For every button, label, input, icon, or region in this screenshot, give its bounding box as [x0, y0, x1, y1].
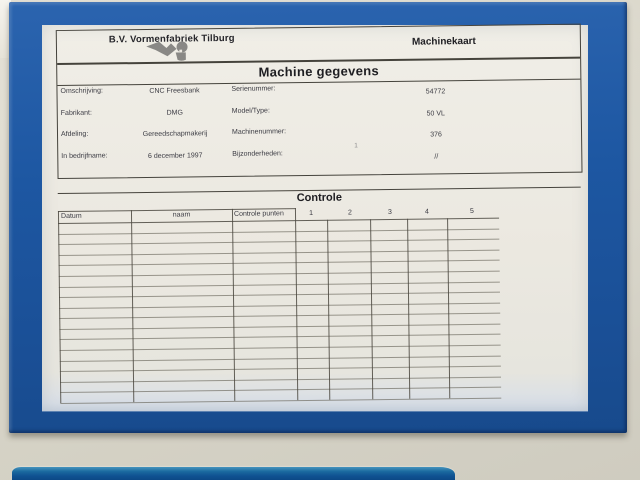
field-value: //: [434, 153, 439, 161]
table-gridline: [60, 387, 502, 394]
wall-highlight: [0, 0, 11, 58]
field-label: Serienummer:: [231, 85, 276, 93]
column-header-2: 2: [348, 209, 352, 217]
table-gridline: [59, 355, 501, 362]
table-gridline: [59, 365, 501, 373]
field-label: Afdeling:: [60, 130, 89, 139]
table-gridline: [231, 208, 234, 221]
field-label: Fabrikant:: [60, 109, 92, 118]
table-gridline: [58, 223, 62, 404]
field-label: Model/Type:: [231, 107, 270, 115]
card-title: Machinekaart: [411, 35, 476, 48]
field-label: Machinenummer:: [231, 128, 287, 136]
company-logo-icon: [146, 41, 188, 61]
table-gridline: [60, 397, 502, 405]
table-gridline: [58, 249, 500, 256]
table-gridline: [232, 220, 236, 401]
table-gridline: [59, 344, 501, 352]
column-header-1: 1: [309, 209, 313, 217]
table-gridline: [58, 228, 500, 235]
table-gridline: [58, 270, 500, 277]
table-gridline: [58, 281, 500, 288]
table-gridline: [59, 291, 500, 299]
field-value: 50 VL: [426, 110, 445, 118]
field-value: 376: [430, 131, 442, 139]
table-gridline: [295, 220, 299, 401]
machine-data-box: B.V. Vormenfabriek Tilburg Machinekaart …: [55, 23, 583, 180]
column-header-controle-punten: Controle punten: [233, 210, 284, 218]
machine-card-document: B.V. Vormenfabriek Tilburg Machinekaart …: [40, 19, 591, 412]
table-gridline: [58, 217, 500, 225]
table-gridline: [131, 222, 135, 403]
field-label: Bijzonderheden:: [232, 150, 283, 158]
machine-card-paper: B.V. Vormenfabriek Tilburg Machinekaart …: [42, 23, 588, 411]
table-gridline: [59, 302, 501, 309]
table-gridline: [407, 218, 411, 399]
field-value: 54772: [425, 88, 446, 96]
second-frame-edge: [12, 467, 455, 480]
column-header-5: 5: [469, 207, 474, 216]
table-gridline: [370, 219, 374, 400]
blue-document-frame: B.V. Vormenfabriek Tilburg Machinekaart …: [9, 2, 627, 433]
column-header-naam: naam: [172, 211, 191, 219]
table-gridline: [58, 238, 500, 246]
document-header: B.V. Vormenfabriek Tilburg Machinekaart: [56, 24, 581, 66]
table-gridline: [58, 260, 500, 267]
handwritten-note: 1: [354, 142, 358, 150]
table-gridline: [59, 323, 501, 330]
table-gridline: [60, 376, 502, 383]
table-gridline: [59, 312, 501, 320]
controle-grid: Datum naam Controle punten 1 2 3 4 5: [57, 206, 502, 405]
table-gridline: [294, 208, 297, 221]
column-header-datum: Datum: [60, 212, 82, 221]
controle-title: Controle: [296, 191, 342, 205]
column-header-4: 4: [424, 208, 429, 216]
table-gridline: [327, 219, 331, 400]
table-gridline: [59, 334, 501, 341]
table-gridline: [57, 211, 60, 224]
column-header-3: 3: [387, 208, 392, 217]
table-gridline: [447, 218, 451, 399]
